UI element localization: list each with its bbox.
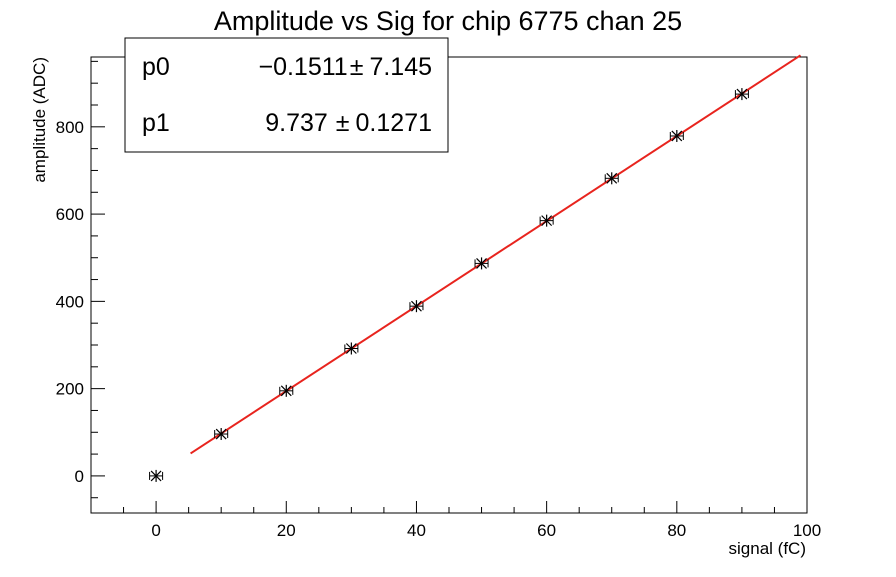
stats-p0-name: p0	[142, 53, 170, 81]
stats-p1-name: p1	[142, 109, 170, 137]
x-tick-label-2: 40	[407, 521, 426, 540]
fit-line	[190, 54, 802, 455]
x-tick-label-3: 60	[537, 521, 556, 540]
data-point-4	[409, 300, 424, 313]
stats-p0-error: 7.145	[369, 53, 432, 81]
x-minor-ticks	[90, 507, 775, 513]
y-minor-ticks	[91, 60, 98, 499]
y-axis-label: amplitude (ADC)	[30, 57, 49, 183]
data-point-1	[214, 428, 229, 441]
y-tick-label-0: 0	[75, 467, 84, 486]
stats-p0-sep: ±	[350, 53, 364, 81]
x-tick-label-0: 0	[151, 521, 160, 540]
stats-p1-value-row: 9.737 ±0.1271	[265, 109, 432, 137]
stats-box-frame	[124, 37, 449, 153]
x-tick-label-1: 20	[277, 521, 296, 540]
data-point-0	[149, 469, 164, 482]
x-axis-ticks: 0 20 40 60 80 100	[151, 501, 821, 540]
data-point-2	[279, 384, 294, 397]
y-tick-label-2: 400	[56, 292, 84, 311]
data-point-8	[669, 129, 684, 142]
stats-p0-value: −0.1511	[258, 53, 347, 81]
y-axis-ticks: 0 200 400 600 800	[56, 118, 105, 486]
stats-p1-sep: ±	[336, 109, 350, 137]
data-point-7	[604, 172, 619, 185]
data-point-9	[734, 88, 749, 101]
stats-p0-value-row: −0.1511± 7.145	[258, 53, 432, 81]
data-point-3	[344, 342, 359, 355]
stats-p1-value: 9.737	[265, 109, 328, 137]
y-tick-label-4: 800	[56, 118, 84, 137]
x-tick-label-4: 80	[667, 521, 686, 540]
stats-box: p0 −0.1511± 7.145 p1 9.737 ±0.1271	[124, 37, 449, 153]
data-points	[149, 88, 749, 482]
data-point-5	[474, 257, 489, 270]
x-tick-label-5: 100	[793, 521, 821, 540]
stats-p1-error: 0.1271	[356, 109, 432, 137]
x-axis-label: signal (fC)	[729, 539, 806, 558]
chart-title: Amplitude vs Sig for chip 6775 chan 25	[214, 6, 682, 36]
data-point-6	[539, 214, 554, 227]
y-tick-label-1: 200	[56, 380, 84, 399]
y-tick-label-3: 600	[56, 205, 84, 224]
